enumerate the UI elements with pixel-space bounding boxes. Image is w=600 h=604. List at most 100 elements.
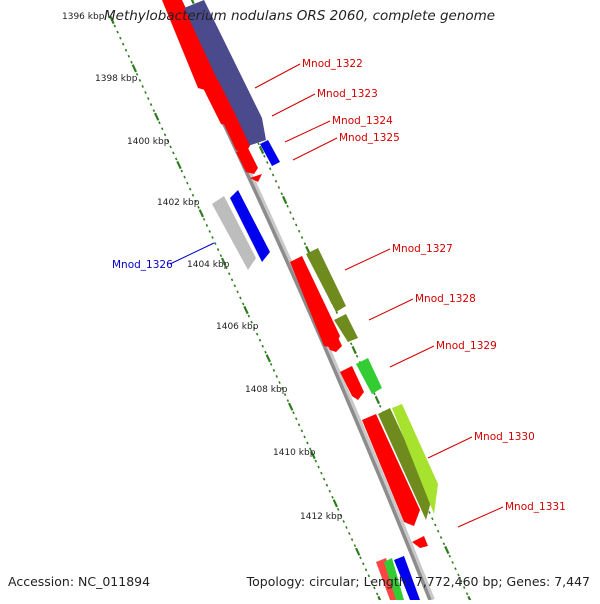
tick-labels: 1396 kbp 1398 kbp 1400 kbp 1402 kbp 1404… [62,12,343,522]
outer-tick [355,354,359,358]
inner-tick [116,30,119,34]
inner-tick [243,305,249,315]
inner-tick [345,526,348,529]
gene-label-1324[interactable]: Mnod_1324 [332,115,393,127]
tick-label-1404: 1404 kbp [187,260,230,270]
gene-bar-1326-blue[interactable] [230,190,270,262]
outer-tick [297,229,301,233]
inner-tick [230,278,234,282]
inner-tick [317,465,320,469]
gene-label-1327[interactable]: Mnod_1327 [392,243,453,255]
outer-tick [442,542,446,546]
gene-bar-1325[interactable] [236,148,258,174]
gene-bar-1330-yellowgreen[interactable] [392,404,438,514]
inner-tick [264,350,267,354]
inner-tick [255,332,259,336]
outer-tick [277,186,281,189]
inner-tick [149,103,153,107]
leader-1326 [169,242,215,265]
inner-tick [191,193,195,197]
gene-bar-1328-red[interactable] [318,320,342,352]
inner-tick [287,402,294,411]
inner-tick [377,595,383,604]
inner-tick [283,393,287,397]
tick-label-1412: 1412 kbp [300,512,343,522]
inner-tick [272,368,276,372]
gene-bar-bottom-blue[interactable] [394,556,420,600]
inner-tick [275,375,278,378]
inner-tick [198,209,205,218]
backbone [162,0,432,601]
inner-tick [176,160,182,170]
outer-tick [378,404,382,408]
gene-label-1325[interactable]: Mnod_1325 [339,132,400,144]
inner-tick [121,42,125,46]
gene-bar-1326-gray[interactable] [212,196,256,270]
inner-tick [228,272,231,276]
gene-bar-1323[interactable] [202,80,236,126]
inner-tick [265,354,272,363]
inner-tick [188,187,192,191]
gene-labels: Mnod_1322 Mnod_1323 Mnod_1324 Mnod_1325 … [112,58,566,513]
inner-tick [261,344,264,348]
gene-bar-1330-olive[interactable] [378,408,432,520]
tick-label-1406: 1406 kbp [216,322,259,332]
gene-bar-1329-red[interactable] [340,366,364,400]
inner-tick [138,78,142,82]
inner-tick [236,290,239,294]
inner-tick [310,450,316,460]
gene-bar-1324[interactable] [222,116,250,154]
inner-tick [161,127,164,131]
gene-bar-navy-top[interactable] [184,0,266,146]
gene-bar-1329-green[interactable] [356,358,382,394]
outer-tick [335,311,339,314]
inner-tick [239,296,242,300]
gene-bar-1328-olive[interactable] [334,314,358,342]
gene-label-1330[interactable]: Mnod_1330 [474,431,535,443]
inner-tick [247,314,251,318]
gene-bar-red-tiny[interactable] [250,174,262,182]
inner-tick [364,568,368,572]
inner-tick [281,387,284,390]
leader-1324 [284,120,331,143]
gene-label-1331[interactable]: Mnod_1331 [505,501,566,513]
inner-tick [241,302,245,306]
inner-tick [250,320,253,324]
gene-bar-blue-small[interactable] [260,140,280,166]
gene-label-1328[interactable]: Mnod_1328 [415,293,476,305]
inner-tick [303,435,306,439]
gene-bar-1327-olive[interactable] [306,248,346,312]
inner-tick [180,169,184,173]
leader-lines [169,63,504,528]
inner-tick [186,181,189,185]
inner-tick [113,24,117,28]
gene-bar-1322[interactable] [162,0,220,92]
outer-tick [300,236,304,239]
gene-bar-bottom-green[interactable] [384,558,404,600]
inner-tick [375,592,379,596]
inner-tick [367,574,371,578]
gene-bar-1330-red[interactable] [362,414,420,526]
leader-1329 [389,345,435,368]
gene-label-1323[interactable]: Mnod_1323 [317,88,378,100]
gene-label-1326[interactable]: Mnod_1326 [112,259,173,271]
outer-tick [271,173,275,177]
inner-tick [152,109,156,113]
outer-tick [454,567,457,571]
outer-tick [460,579,463,583]
inner-tick [220,257,227,266]
inner-tick [295,417,298,421]
outer-tick [434,523,437,527]
outer-tick [467,595,473,604]
inner-tick [205,223,209,227]
inner-tick [308,447,312,451]
gene-bar-1331-red[interactable] [412,536,428,548]
inner-tick [373,586,376,590]
gene-label-1322[interactable]: Mnod_1322 [302,58,363,70]
gene-label-1329[interactable]: Mnod_1329 [436,340,497,352]
leader-1330 [427,436,473,459]
inner-tick [135,72,139,76]
inner-tick [127,54,130,58]
leader-1331 [457,506,504,528]
outer-tick [374,395,381,405]
